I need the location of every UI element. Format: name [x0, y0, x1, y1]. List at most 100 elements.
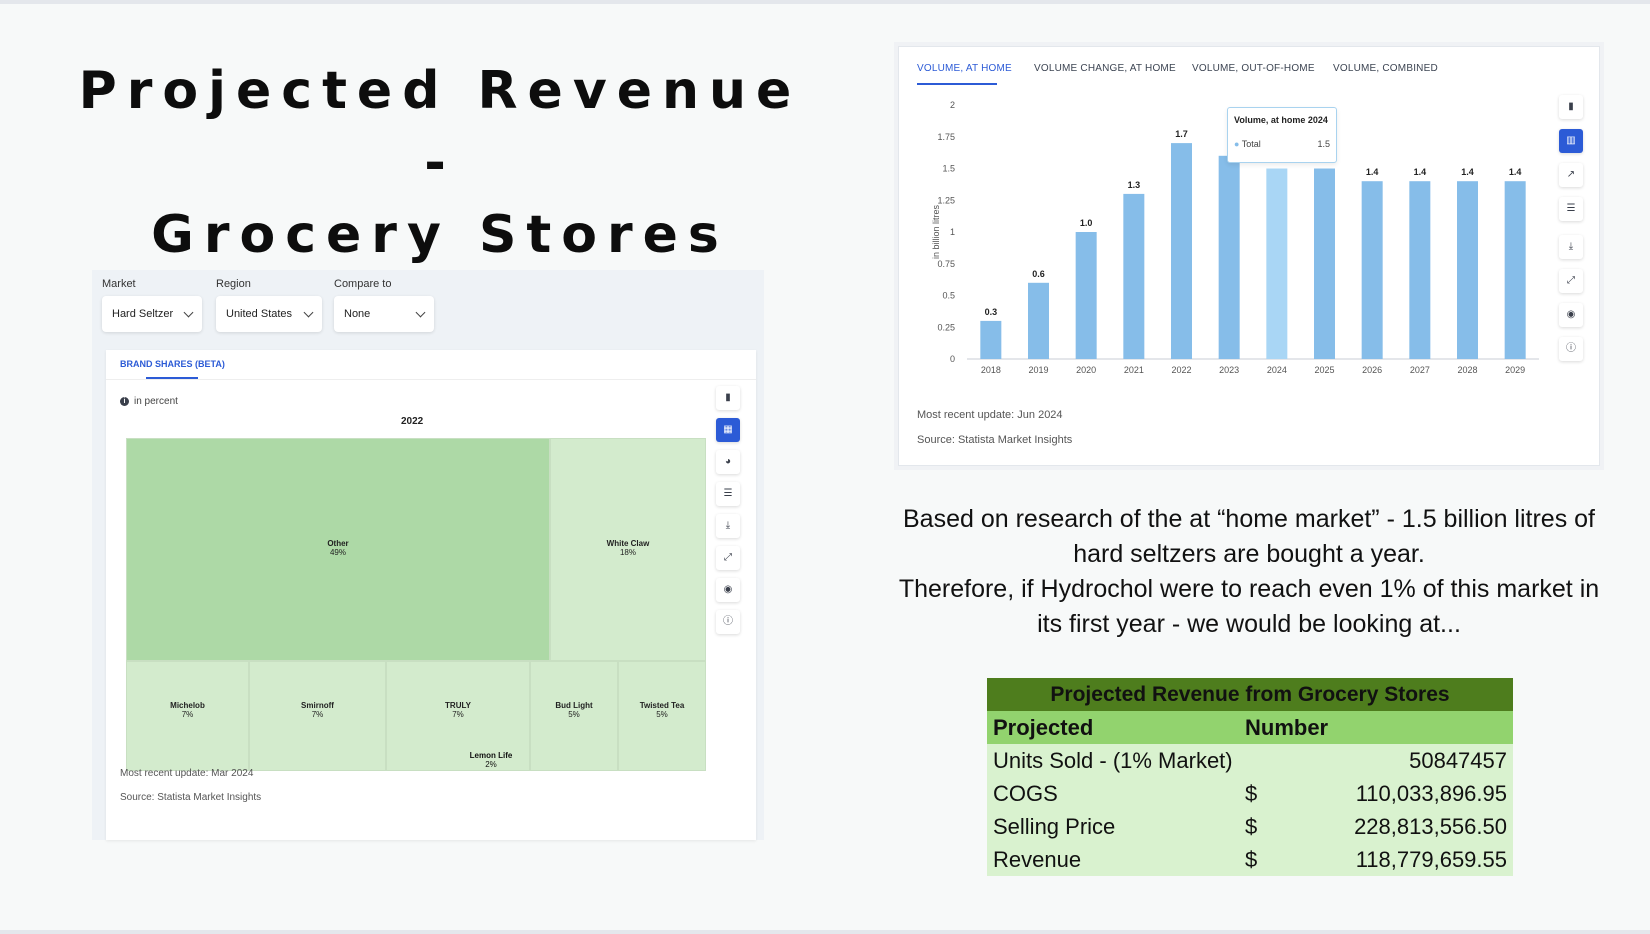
- hide-icon[interactable]: ◉: [1559, 303, 1583, 327]
- chart-bar[interactable]: [1028, 282, 1049, 359]
- update-note: Most recent update: Mar 2024: [120, 768, 254, 779]
- y-tick-label: 1.75: [937, 132, 955, 142]
- row-currency: $: [1239, 843, 1279, 876]
- row-currency: $: [1239, 810, 1279, 843]
- bar-chart-icon[interactable]: ▮: [716, 386, 740, 410]
- chart-bar[interactable]: [1409, 181, 1431, 359]
- title-line-2: Grocery Stores: [151, 205, 729, 265]
- line-chart-icon[interactable]: ↗: [1559, 163, 1583, 187]
- treemap-cell[interactable]: Other 49%: [126, 438, 550, 661]
- tooltip-series-name: Total: [1241, 139, 1261, 149]
- region-dropdown[interactable]: United States: [216, 296, 322, 332]
- treemap-cell-value: 49%: [329, 548, 346, 558]
- row-label: COGS: [987, 777, 1239, 810]
- treemap-cell[interactable]: Twisted Tea 5%: [618, 661, 706, 771]
- tab-volume-combined[interactable]: VOLUME, COMBINED: [1333, 63, 1438, 74]
- tooltip-row: ● Total 1.5: [1234, 139, 1330, 149]
- chevron-down-icon: [303, 307, 314, 317]
- treemap-cell-value: 7%: [452, 709, 464, 719]
- treemap-cell-name: Twisted Tea: [639, 700, 685, 710]
- y-tick-label: 1.25: [937, 195, 955, 205]
- chart-toolbar: ▮ ▦ ◕ ☰ ⤓ ⤢ ◉ ⓘ: [716, 386, 744, 642]
- tooltip-series: ● Total: [1234, 139, 1261, 149]
- y-tick-label: 1: [950, 227, 955, 237]
- treemap-cell-lemon-life[interactable]: Lemon Life 2%: [451, 751, 531, 769]
- chart-bar[interactable]: [1171, 143, 1192, 359]
- x-tick-label: 2024: [1267, 365, 1287, 375]
- row-value: 50847457: [1279, 744, 1513, 777]
- stacked-bar-icon[interactable]: ▥: [1559, 129, 1583, 153]
- chevron-down-icon: [415, 307, 426, 317]
- data-label: 1.4: [1509, 167, 1522, 177]
- row-value: 110,033,896.95: [1279, 777, 1513, 810]
- region-dropdown-value: United States: [226, 308, 293, 320]
- data-label: 1.7: [1175, 129, 1188, 139]
- tab-volume-change-at-home[interactable]: VOLUME CHANGE, AT HOME: [1034, 63, 1176, 74]
- treemap-cell[interactable]: Michelob 7%: [126, 661, 249, 771]
- hide-icon[interactable]: ◉: [716, 578, 740, 602]
- download-icon[interactable]: ⤓: [716, 514, 740, 538]
- row-value: 118,779,659.55: [1279, 843, 1513, 876]
- expand-icon[interactable]: ⤢: [1559, 269, 1583, 293]
- download-icon[interactable]: ⤓: [1559, 235, 1583, 259]
- summary-line-3: Therefore, if Hydrochol were to reach ev…: [898, 575, 1600, 603]
- volume-bar-chart: 0 0.25 0.5 0.75 1 1.25 1.5 1.75 2 in billion litr…: [931, 100, 1539, 375]
- treemap-cell[interactable]: Smirnoff 7%: [249, 661, 386, 771]
- source-note[interactable]: Source: Statista Market Insights: [120, 792, 262, 803]
- treemap-cell-value: 7%: [311, 709, 324, 719]
- info-icon[interactable]: ⓘ: [716, 610, 740, 634]
- table-title-row: Projected Revenue from Grocery Stores: [987, 678, 1513, 711]
- compare-filter-label: Compare to: [334, 278, 392, 290]
- compare-dropdown-value: None: [344, 308, 371, 320]
- x-tick-label: 2027: [1410, 365, 1430, 375]
- chart-bar[interactable]: [1218, 155, 1240, 359]
- treemap-cell[interactable]: White Claw 18%: [550, 438, 706, 661]
- data-label: 1.4: [1414, 167, 1427, 177]
- unit-note-text: in percent: [134, 396, 178, 407]
- chart-bar[interactable]: [1266, 168, 1288, 360]
- row-label: Units Sold - (1% Market): [987, 744, 1239, 777]
- tab-bar: BRAND SHARES (BETA): [106, 350, 756, 380]
- compare-dropdown[interactable]: None: [334, 296, 434, 332]
- treemap-cell[interactable]: TRULY 7%: [386, 661, 530, 771]
- treemap-cell[interactable]: Bud Light 5%: [530, 661, 618, 771]
- market-dropdown[interactable]: Hard Seltzer: [102, 296, 202, 332]
- chart-bar[interactable]: [1123, 193, 1145, 359]
- pie-chart-icon[interactable]: ◕: [716, 450, 740, 474]
- table-icon[interactable]: ☰: [716, 482, 740, 506]
- chevron-down-icon: [183, 307, 194, 317]
- chart-bar[interactable]: [1457, 181, 1478, 359]
- info-icon[interactable]: ⓘ: [1559, 337, 1583, 361]
- data-label: 1.3: [1128, 180, 1141, 190]
- top-border: [0, 0, 1650, 4]
- bar-chart-icon[interactable]: ▮: [1559, 95, 1583, 119]
- y-tick-label: 2: [950, 100, 955, 110]
- table-header-row: Projected Number: [987, 711, 1513, 744]
- chart-bar[interactable]: [1361, 181, 1383, 359]
- source-note[interactable]: Source: Statista Market Insights: [917, 434, 1073, 446]
- row-currency: [1239, 744, 1279, 777]
- row-currency: $: [1239, 777, 1279, 810]
- x-tick-label: 2021: [1124, 365, 1144, 375]
- expand-icon[interactable]: ⤢: [716, 546, 740, 570]
- treemap-cell-label: White Claw 18%: [551, 539, 705, 557]
- tab-volume-at-home[interactable]: VOLUME, AT HOME: [917, 63, 1012, 74]
- treemap-cell-name: TRULY: [445, 700, 471, 710]
- chart-bar[interactable]: [1504, 181, 1526, 359]
- tooltip-title: Volume, at home 2024: [1234, 115, 1328, 125]
- tab-brand-shares[interactable]: BRAND SHARES (BETA): [120, 359, 225, 369]
- row-value: 228,813,556.50: [1279, 810, 1513, 843]
- table-icon[interactable]: ☰: [1559, 197, 1583, 221]
- treemap-cell-name: White Claw: [606, 539, 650, 549]
- chart-bar[interactable]: [980, 320, 1002, 359]
- tab-volume-out-of-home[interactable]: VOLUME, OUT-OF-HOME: [1192, 63, 1315, 74]
- chart-bar[interactable]: [1314, 168, 1335, 360]
- x-tick-label: 2029: [1505, 365, 1525, 375]
- unit-note: i in percent: [120, 396, 178, 407]
- treemap-cell-value: 18%: [619, 548, 636, 558]
- brand-shares-screenshot: Market Hard Seltzer Region United States…: [92, 270, 764, 840]
- treemap-icon[interactable]: ▦: [716, 418, 740, 442]
- chart-bar[interactable]: [1075, 232, 1097, 359]
- treemap-cell-label: TRULY 7%: [387, 701, 529, 719]
- y-tick-label: 0.5: [942, 291, 955, 301]
